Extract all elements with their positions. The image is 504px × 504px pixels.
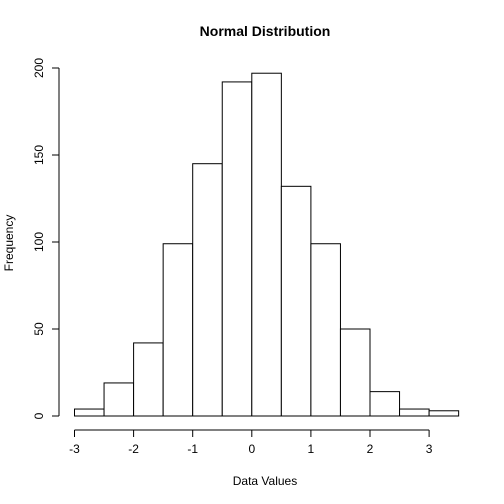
chart-title: Normal Distribution <box>200 23 331 39</box>
histogram-bar <box>74 408 105 417</box>
x-tick-label: 0 <box>248 442 255 456</box>
histogram-bar <box>369 391 401 417</box>
histogram-bar <box>339 328 371 417</box>
y-tick-label: 100 <box>32 232 46 252</box>
x-tick-label: 3 <box>426 442 433 456</box>
y-tick-label: 150 <box>32 145 46 165</box>
x-axis-label: Data Values <box>233 474 297 488</box>
x-tick-label: -2 <box>128 442 139 456</box>
histogram-bar <box>251 72 282 417</box>
x-axis: -3 -2 -1 0 1 2 3 <box>69 429 433 456</box>
histogram-bar <box>428 410 460 417</box>
x-tick-label: 1 <box>308 442 315 456</box>
histogram-bar <box>310 243 341 417</box>
histogram-bar <box>103 382 135 417</box>
y-tick-label: 200 <box>32 58 46 78</box>
histogram-bars <box>74 72 460 417</box>
x-tick-label: -3 <box>69 442 80 456</box>
x-tick-label: 2 <box>367 442 374 456</box>
histogram-bar <box>162 243 194 417</box>
histogram-bar <box>399 408 430 417</box>
y-tick-label: 50 <box>32 322 46 336</box>
histogram-bar <box>221 81 253 417</box>
histogram-bar <box>280 185 312 417</box>
y-tick-label: 0 <box>32 412 46 419</box>
y-axis: 0 50 100 150 200 <box>32 58 60 419</box>
histogram-bar <box>133 342 164 417</box>
x-tick-label: -1 <box>187 442 198 456</box>
y-axis-label: Frequency <box>2 215 16 272</box>
histogram-bar <box>192 163 223 417</box>
